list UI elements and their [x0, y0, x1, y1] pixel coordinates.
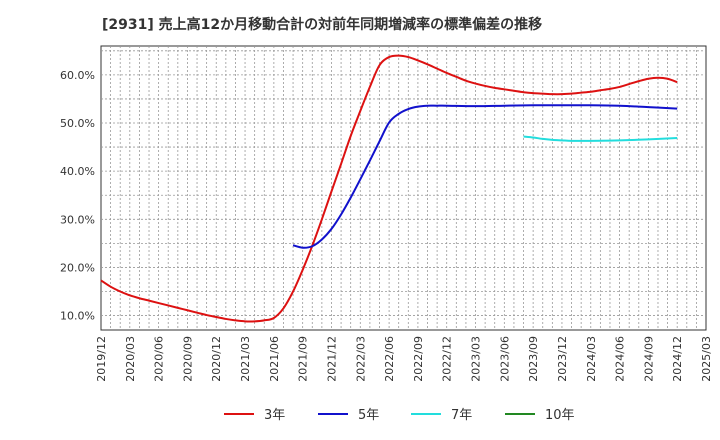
x-tick-label: 2020/06	[153, 336, 166, 382]
legend-label-0: 3年	[264, 408, 285, 423]
x-tick-label: 2021/12	[325, 336, 338, 382]
series-group	[100, 54, 678, 323]
legend-label-1: 5年	[358, 408, 379, 423]
x-tick-label: 2020/12	[210, 336, 223, 382]
x-tick-label: 2023/09	[527, 336, 540, 382]
y-tick-label: 50.0%	[60, 117, 95, 130]
x-tick-label: 2025/03	[700, 336, 713, 382]
x-tick-label: 2020/09	[181, 336, 194, 382]
series-line-0	[100, 54, 678, 323]
legend: 3年 5年 7年 10年	[224, 408, 575, 423]
legend-label-3: 10年	[545, 408, 575, 423]
x-tick-label: 2022/03	[354, 336, 367, 382]
x-tick-label: 2022/12	[441, 336, 454, 382]
x-tick-label: 2019/12	[95, 336, 108, 382]
x-tick-label: 2021/09	[297, 336, 310, 382]
chart-title: [2931] 売上高12か月移動合計の対前年同期増減率の標準偏差の推移	[102, 16, 542, 33]
y-tick-label: 20.0%	[60, 261, 95, 274]
y-tick-label: 10.0%	[60, 310, 95, 323]
x-tick-label: 2022/06	[383, 336, 396, 382]
x-tick-label: 2024/06	[614, 336, 627, 382]
x-tick-label: 2022/09	[412, 336, 425, 382]
grid-lines	[101, 46, 706, 330]
legend-label-2: 7年	[451, 408, 472, 423]
x-tick-label: 2023/12	[556, 336, 569, 382]
x-tick-label: 2024/12	[671, 336, 684, 382]
y-tick-label: 30.0%	[60, 213, 95, 226]
x-tick-label: 2024/09	[642, 336, 655, 382]
plot-area	[100, 45, 707, 331]
x-axis: 2019/12 2020/03 2020/06 2020/09 2020/12 2021/…	[95, 336, 713, 382]
x-tick-label: 2021/06	[268, 336, 281, 382]
x-tick-label: 2023/03	[470, 336, 483, 382]
x-tick-label: 2024/03	[585, 336, 598, 382]
y-tick-label: 40.0%	[60, 165, 95, 178]
series-line-2	[523, 135, 678, 142]
x-tick-label: 2023/06	[498, 336, 511, 382]
y-tick-label: 60.0%	[60, 69, 95, 82]
series-line-1	[292, 104, 678, 249]
y-axis: 10.0% 20.0% 30.0% 40.0% 50.0% 60.0%	[60, 69, 95, 323]
x-tick-label: 2021/03	[239, 336, 252, 382]
x-tick-label: 2020/03	[124, 336, 137, 382]
